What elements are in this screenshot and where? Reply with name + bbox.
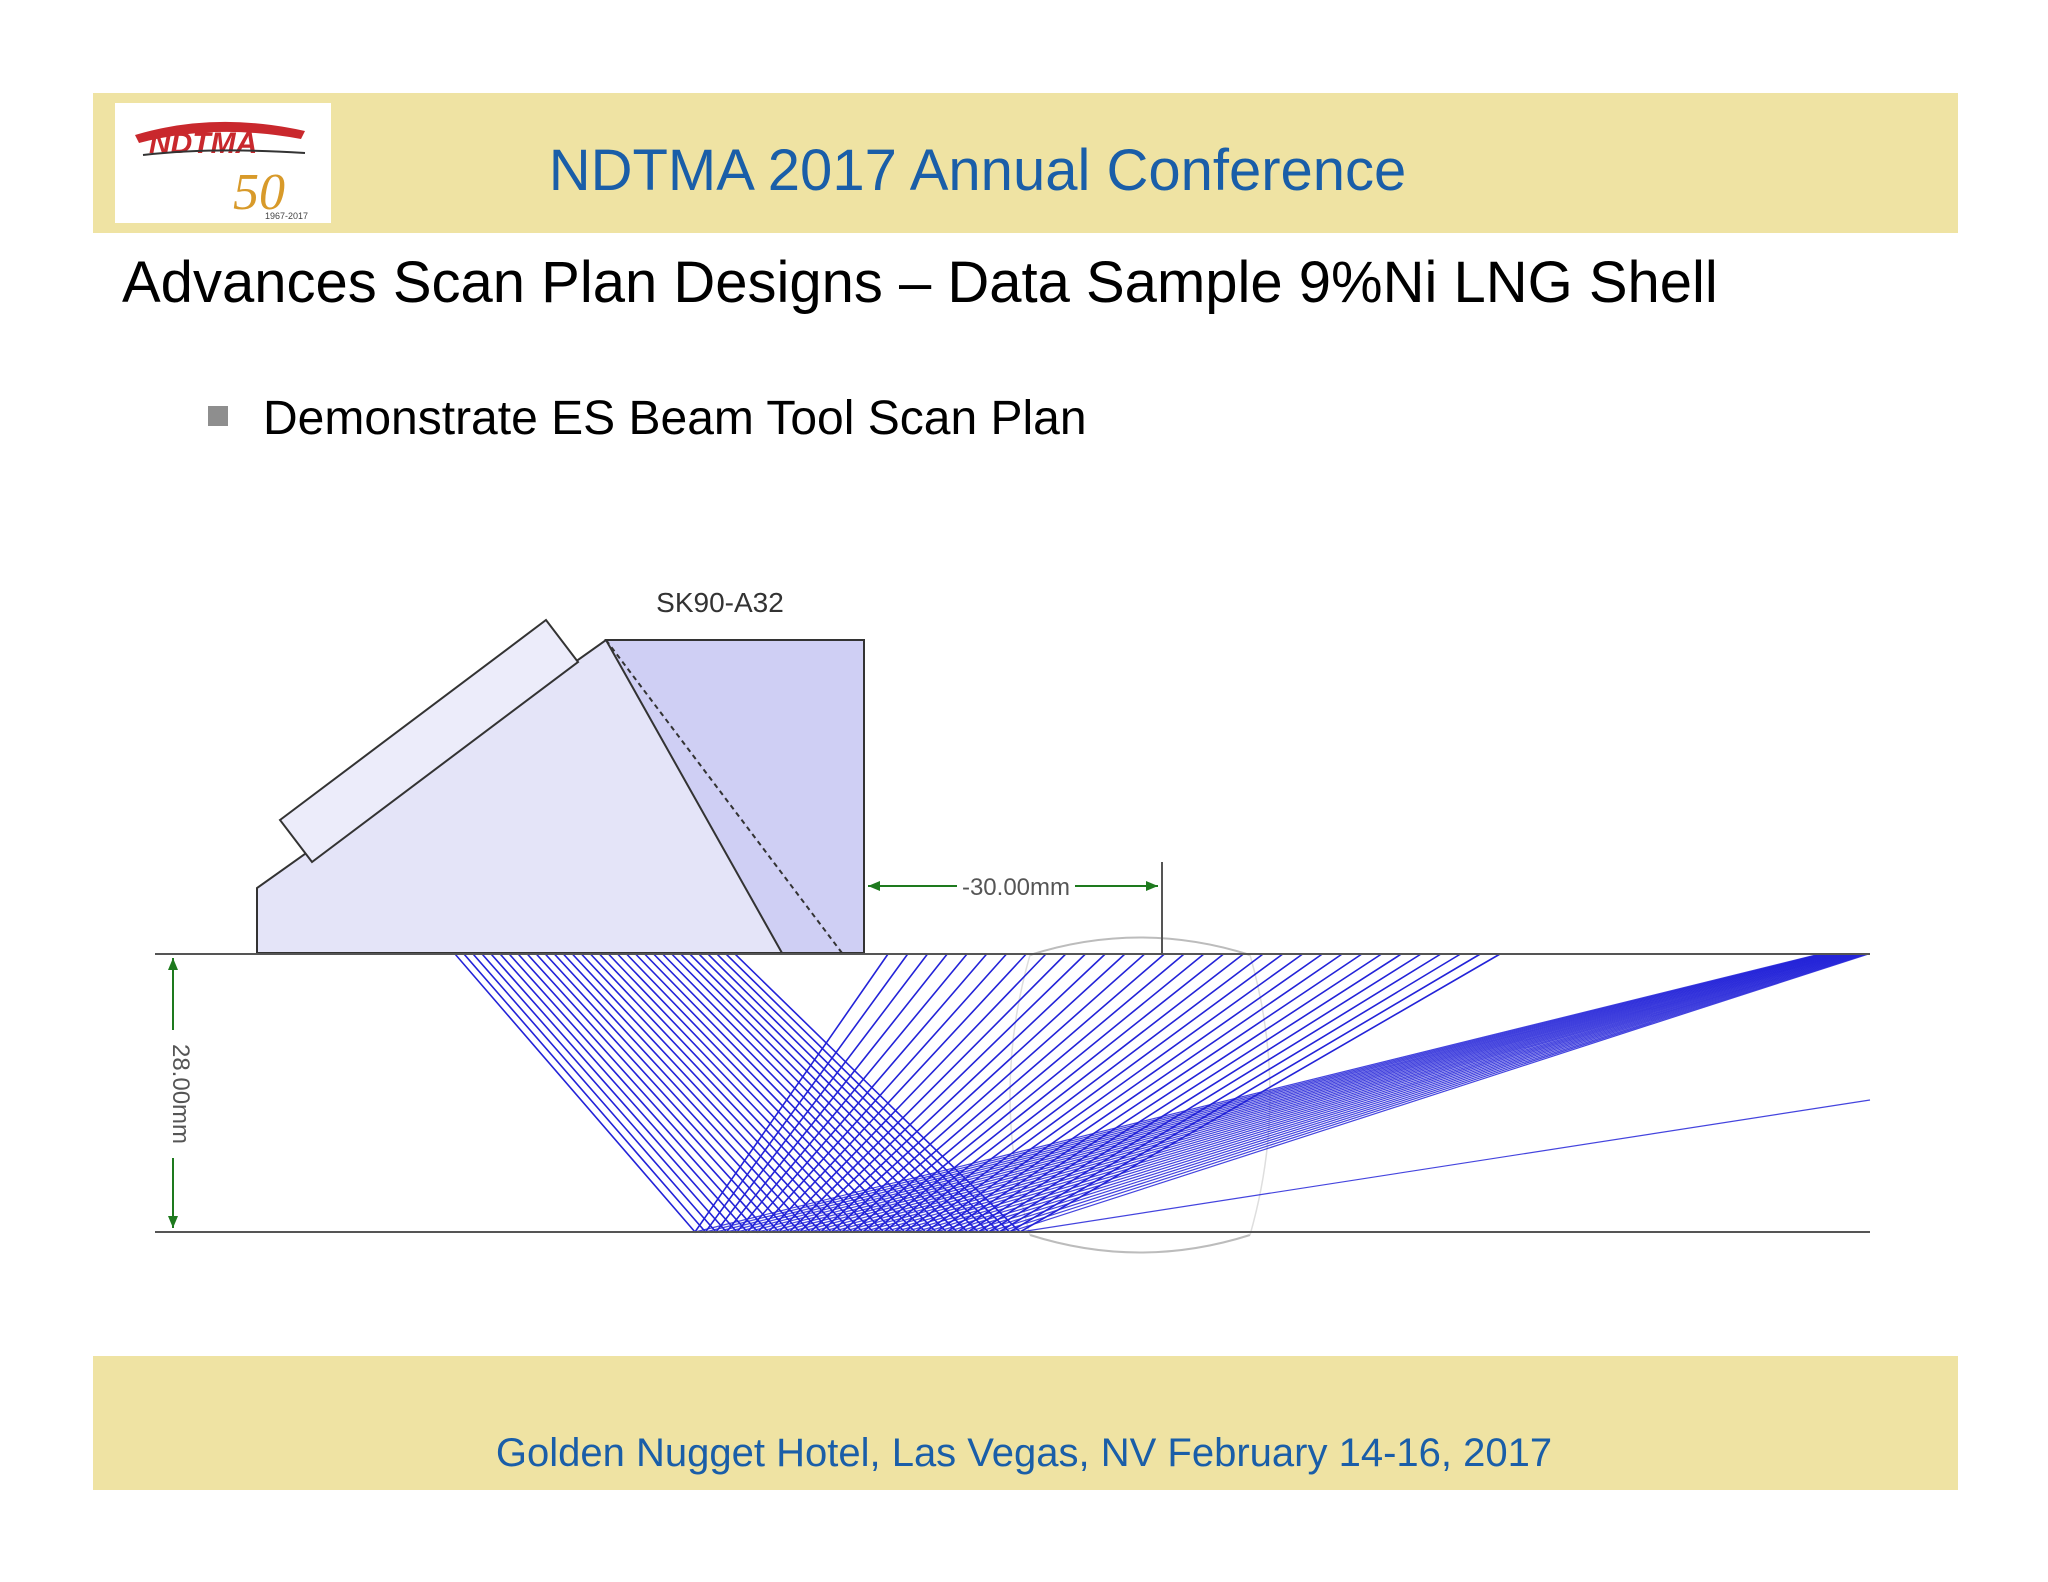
weld-profile — [1009, 936, 1271, 1254]
beam-ray-reflected — [852, 953, 1845, 1233]
beam-ray-reflected — [1009, 953, 1869, 1233]
beam-ray-reflected — [841, 953, 1843, 1233]
ndtma-logo: NDTMA 50 1967-2017 — [115, 103, 331, 223]
beam-ray-reflected — [810, 953, 1838, 1233]
logo-wordmark: NDTMA — [149, 127, 257, 160]
beam-ray-reflected — [956, 953, 1861, 1233]
footer-band — [93, 1356, 1958, 1490]
probe-array — [278, 618, 580, 864]
offset-dimension-label: -30.00mm — [962, 874, 1070, 901]
beam-ray-reflected — [747, 953, 1829, 1233]
beam-ray-reflected — [998, 953, 1867, 1233]
beam-ray-reflected — [977, 953, 1864, 1233]
probe-label: SK90-A32 — [656, 587, 784, 618]
beam-ray-reflected — [883, 953, 1850, 1233]
wedge — [256, 638, 865, 954]
footer-venue: Golden Nugget Hotel, Las Vegas, NV Febru… — [495, 1431, 1553, 1475]
beam-ray-reflected — [757, 953, 1830, 1233]
scan-plan-diagram: SK90-A32 -30.00mm 28.00mm — [155, 587, 1871, 1254]
beam-ray-reflected — [915, 953, 1855, 1233]
offset-dimension: -30.00mm — [868, 862, 1163, 954]
logo-years: 1967-2017 — [265, 211, 308, 221]
beam-ray-reflected — [988, 953, 1866, 1233]
conference-title: NDTMA 2017 Annual Conference — [548, 138, 1407, 203]
thickness-dimension: 28.00mm — [167, 958, 194, 1228]
beam-ray-reflected — [894, 953, 1851, 1233]
thickness-dimension-label: 28.00mm — [167, 1044, 194, 1144]
beam-ray-reflected — [904, 953, 1853, 1233]
beam-ray-reflected — [946, 953, 1859, 1233]
beam-ray-reflected — [967, 953, 1863, 1233]
slide-title: Advances Scan Plan Designs – Data Sample… — [122, 250, 1718, 315]
beam-ray-reflected — [1019, 1099, 1871, 1233]
beam-ray-reflected — [831, 953, 1842, 1233]
beam-ray-reflected — [789, 953, 1835, 1233]
logo-anniversary: 50 — [233, 164, 285, 221]
beam-ray-reflected — [768, 953, 1832, 1233]
beam-ray-reflected — [935, 953, 1858, 1233]
beam-ray-reflected — [873, 953, 1848, 1233]
square-bullet-icon — [208, 406, 228, 426]
beam-ray-reflected — [925, 953, 1856, 1233]
header-band — [93, 93, 1958, 233]
beam-ray-reflected — [726, 953, 1825, 1233]
bullet-text: Demonstrate ES Beam Tool Scan Plan — [263, 392, 1087, 445]
